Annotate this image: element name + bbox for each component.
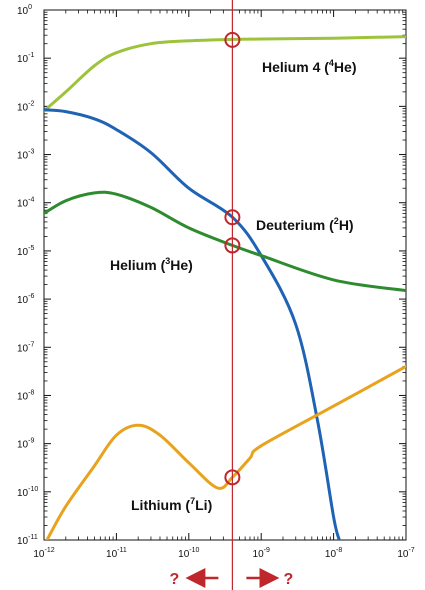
y-tick-label: 10-4 xyxy=(17,197,34,210)
series-label-li7: Lithium (7Li) xyxy=(131,496,212,513)
y-tick-label: 10-6 xyxy=(17,293,34,306)
x-tick-label: 10-9 xyxy=(253,547,270,560)
axis-ticks: 10-12 10-11 10-10 10-9 10-8 10-710010-110-210… xyxy=(17,4,415,560)
x-tick-label: 10-12 xyxy=(33,547,54,560)
x-tick-label: 10-11 xyxy=(106,547,127,560)
marker-circle-d xyxy=(224,209,241,226)
x-tick-label: 10-8 xyxy=(325,547,342,560)
x-tick-label: 10-10 xyxy=(178,547,199,560)
marker-circle-he3 xyxy=(224,237,241,254)
right-question-mark: ? xyxy=(283,571,293,588)
left-question-mark: ? xyxy=(169,571,179,588)
y-tick-label: 10-9 xyxy=(17,438,34,451)
y-tick-label: 10-1 xyxy=(17,52,34,65)
y-tick-label: 10-3 xyxy=(17,149,34,162)
y-tick-label: 10-5 xyxy=(17,245,34,258)
y-tick-label: 10-2 xyxy=(17,100,34,113)
x-tick-label: 10-7 xyxy=(397,547,414,560)
series-line-he3 xyxy=(44,190,406,293)
series-label-he3: Helium (3He) xyxy=(110,256,193,273)
series-line-he4 xyxy=(44,35,406,113)
y-tick-label: 100 xyxy=(17,4,32,17)
y-tick-label: 10-7 xyxy=(17,341,34,354)
series-label-d: Deuterium (2H) xyxy=(256,216,354,233)
y-tick-label: 10-10 xyxy=(17,486,38,499)
series-label-he4: Helium 4 (4He) xyxy=(262,58,356,75)
series-labels: Helium 4 (4He) Deuterium (2H) Helium (3He)… xyxy=(110,58,356,513)
y-tick-label: 10-8 xyxy=(17,389,34,402)
y-tick-label: 10-11 xyxy=(17,534,38,547)
markers-layer xyxy=(224,31,241,486)
question-arrows: ?? xyxy=(169,568,293,588)
series-line-li7 xyxy=(45,364,406,540)
marker-circle-he4 xyxy=(224,31,241,48)
marker-circle-li7 xyxy=(224,469,241,486)
series-line-d xyxy=(44,108,341,540)
series-layer xyxy=(44,35,406,540)
